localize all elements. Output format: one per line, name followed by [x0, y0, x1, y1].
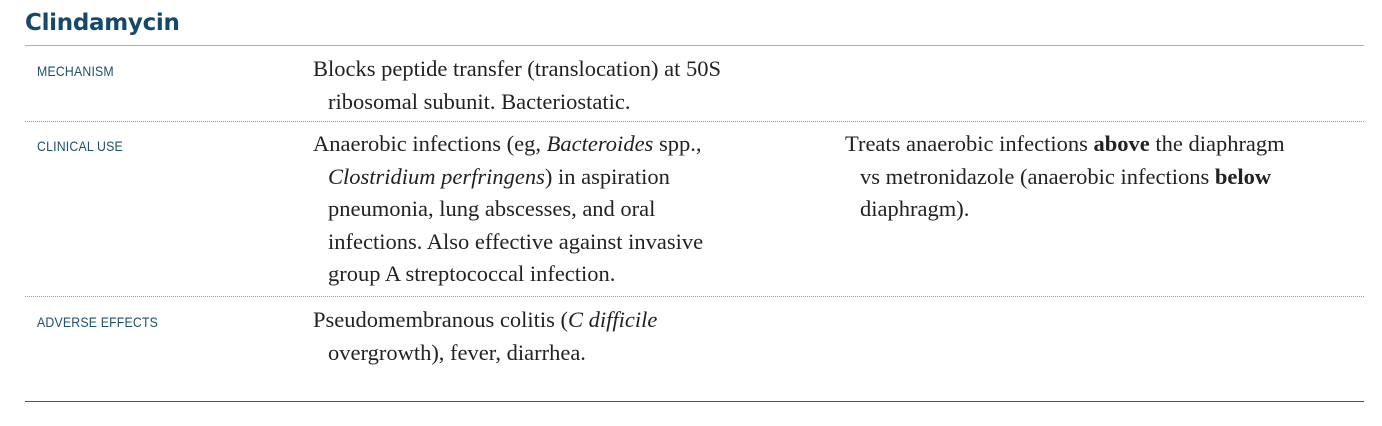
clinical-use-line-3: pneumonia, lung abscesses, and oral [328, 196, 656, 221]
title-underline [25, 45, 1364, 46]
row-label-mechanism: MECHANISM [37, 63, 114, 79]
clinical-use-note-line-2: vs metronidazole (anaerobic infections b… [860, 163, 1272, 189]
clinical-use-line-1: Anaerobic infections (eg, Bacteroides sp… [313, 131, 702, 156]
adverse-effects-line-2: overgrowth), fever, diarrhea. [328, 339, 586, 365]
clinical-use-line-5: group A streptococcal infection. [328, 261, 616, 286]
clinical-use-note: Treats anaerobic infections above the di… [845, 128, 1285, 226]
mechanism-line-1: Blocks peptide transfer (translocation) … [313, 56, 722, 81]
row-label-adverse-effects: ADVERSE EFFECTS [37, 314, 159, 330]
mechanism-line-2: ribosomal subunit. Bacteriostatic. [328, 88, 631, 114]
clinical-use-line-2: Clostridium perfringens) in aspiration [328, 163, 670, 189]
table-bottom-rule [25, 401, 1364, 402]
adverse-effects-line-1: Pseudomembranous colitis (C difficile [313, 307, 658, 332]
row-label-clinical-use: CLINICAL USE [37, 138, 123, 154]
clinical-use-note-line-1: Treats anaerobic infections above the di… [845, 131, 1285, 156]
row-divider [25, 121, 1364, 122]
row-divider [25, 296, 1364, 297]
page-title: Clindamycin [25, 10, 180, 36]
adverse-effects-text: Pseudomembranous colitis (C difficile ov… [313, 304, 657, 369]
mechanism-text: Blocks peptide transfer (translocation) … [313, 53, 721, 118]
clinical-use-text: Anaerobic infections (eg, Bacteroides sp… [313, 128, 703, 291]
clinical-use-line-4: infections. Also effective against invas… [328, 228, 704, 254]
clinical-use-note-line-3: diaphragm). [860, 196, 970, 221]
